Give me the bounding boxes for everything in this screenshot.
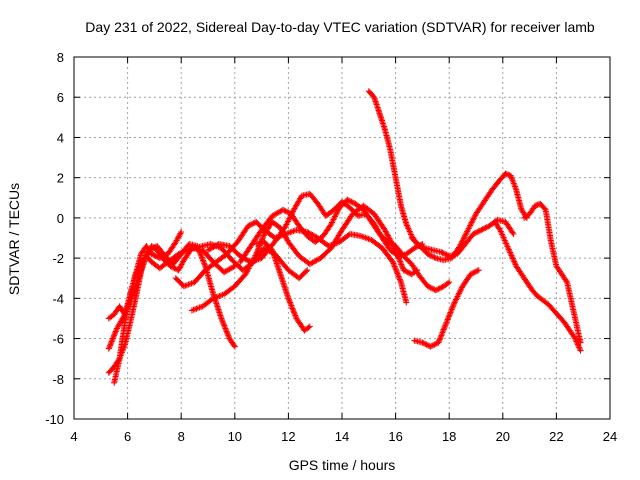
x-tick-label: 24	[603, 429, 617, 444]
y-axis-title: SDTVAR / TECUs	[6, 183, 22, 295]
x-tick-labels: 4 6 8 10 12 14 16 18 20 22 24	[70, 429, 617, 444]
y-tick-label: 2	[57, 171, 64, 186]
series-markers	[105, 229, 185, 322]
series-sat-n	[521, 200, 584, 346]
x-tick-label: 22	[549, 429, 563, 444]
chart-title: Day 231 of 2022, Sidereal Day-to-day VTE…	[85, 19, 595, 35]
series-sat-d	[111, 241, 311, 386]
y-tick-label: 6	[57, 90, 64, 105]
axis-ticks	[73, 56, 611, 420]
series-sat-e	[172, 218, 410, 306]
series-sat-c	[105, 229, 185, 322]
series-markers	[237, 196, 453, 294]
series-sat-i	[253, 239, 313, 334]
series-markers	[172, 218, 410, 306]
series-sat-k	[411, 267, 482, 350]
x-tick-label: 6	[124, 429, 131, 444]
series-markers	[111, 241, 311, 386]
x-tick-label: 14	[335, 429, 349, 444]
x-tick-label: 18	[442, 429, 456, 444]
x-tick-label: 12	[281, 429, 295, 444]
series-markers	[521, 200, 584, 346]
y-tick-label: -4	[52, 291, 64, 306]
series-layer	[105, 88, 584, 386]
y-tick-labels: -10 -8 -6 -4 -2 0 2 4 6 8	[45, 50, 64, 427]
y-tick-label: 4	[57, 130, 64, 145]
x-tick-label: 10	[228, 429, 242, 444]
series-sat-h	[237, 196, 453, 294]
x-tick-label: 20	[496, 429, 510, 444]
y-tick-label: -8	[52, 372, 64, 387]
series-markers	[205, 190, 426, 266]
x-tick-label: 16	[388, 429, 402, 444]
y-tick-label: -6	[52, 332, 64, 347]
series-markers	[408, 170, 530, 264]
series-markers	[411, 267, 482, 350]
y-tick-label: 0	[57, 211, 64, 226]
x-tick-label: 4	[70, 429, 77, 444]
series-sat-l	[408, 170, 530, 264]
series-markers	[491, 218, 584, 354]
y-tick-label: -10	[45, 412, 64, 427]
y-tick-label: 8	[57, 50, 64, 65]
x-axis-title: GPS time / hours	[289, 457, 396, 473]
series-sat-m	[491, 218, 584, 354]
y-tick-label: -2	[52, 251, 64, 266]
series-sat-g	[205, 190, 426, 266]
series-markers	[253, 239, 313, 334]
x-tick-label: 8	[178, 429, 185, 444]
